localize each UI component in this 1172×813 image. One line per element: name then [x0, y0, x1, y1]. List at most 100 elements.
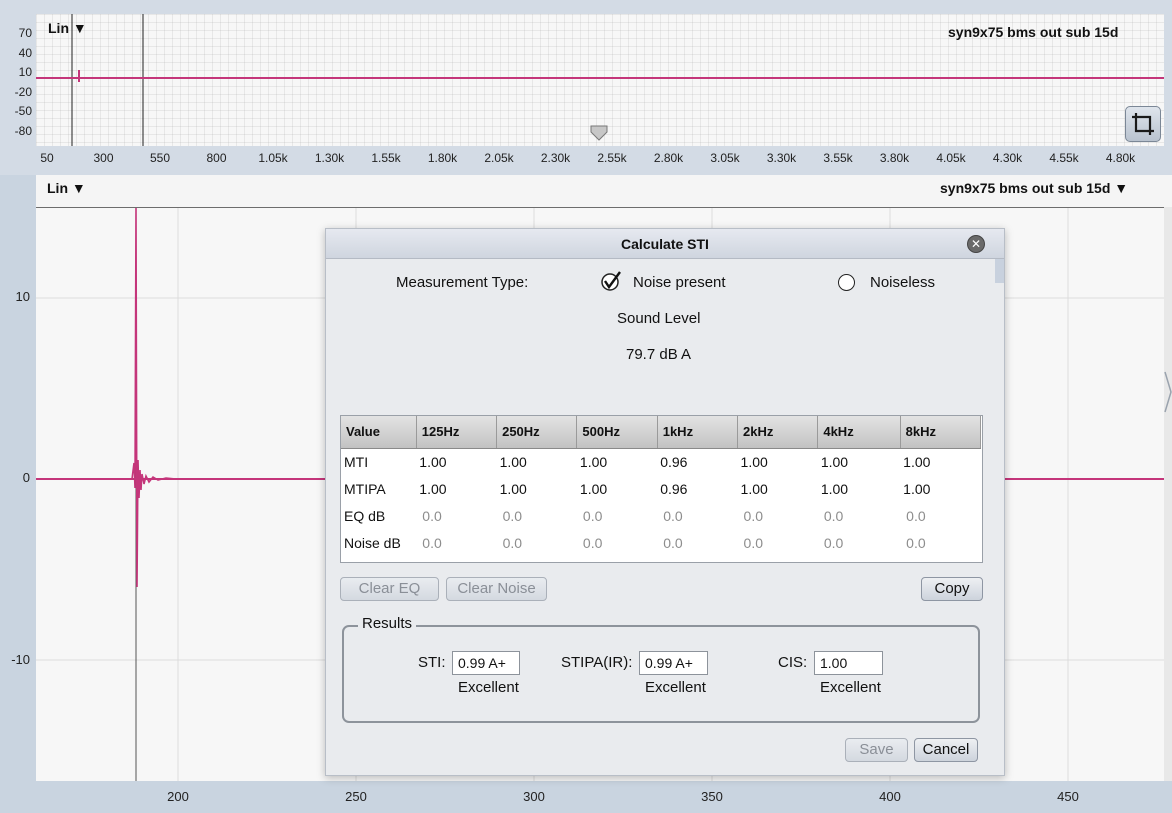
- table-cell[interactable]: 0.0: [502, 534, 523, 551]
- overview-x-tick: 3.05k: [710, 151, 740, 165]
- crop-button[interactable]: [1125, 106, 1161, 142]
- table-cell[interactable]: 0.0: [502, 507, 523, 524]
- cis-label: CIS:: [778, 654, 808, 671]
- table-cell: 1.00: [419, 453, 447, 470]
- main-x-tick: 300: [523, 789, 545, 804]
- overview-slider-handle-icon[interactable]: [589, 124, 609, 142]
- table-header-row: Value 125Hz 250Hz 500Hz 1kHz 2kHz 4kHz 8kHz: [341, 416, 982, 449]
- copy-button[interactable]: Copy: [921, 577, 983, 601]
- table-cell[interactable]: 0.0: [906, 507, 926, 524]
- main-y-tick: 10: [15, 289, 30, 304]
- table-cell[interactable]: 0.0: [743, 507, 763, 524]
- table-cell[interactable]: 0.0: [582, 534, 603, 551]
- chevron-down-icon: ▼: [71, 180, 86, 196]
- dialog-title: Calculate STI: [326, 229, 1004, 259]
- overview-x-tick: 1.30k: [314, 151, 345, 165]
- overview-x-tick: 1.80k: [427, 151, 458, 165]
- dialog-scrollbar[interactable]: [995, 259, 1004, 283]
- overview-y-tick: 40: [18, 46, 32, 60]
- main-x-axis: [0, 781, 1172, 813]
- stipa-rating: Excellent: [645, 679, 706, 696]
- overview-scale-label: Lin: [48, 20, 69, 36]
- chevron-down-icon: ▼: [1114, 180, 1129, 196]
- table-header-band[interactable]: 4kHz: [817, 416, 901, 449]
- table-header-band[interactable]: 500Hz: [576, 416, 658, 449]
- crop-icon: [1132, 113, 1154, 135]
- noiseless-label[interactable]: Noiseless: [870, 274, 936, 291]
- table-cell[interactable]: 0.0: [663, 534, 683, 551]
- noise-present-label[interactable]: Noise present: [633, 274, 726, 291]
- table-header-band[interactable]: 125Hz: [416, 416, 498, 449]
- chevron-down-icon: ▼: [72, 20, 87, 36]
- table-header-band[interactable]: 1kHz: [657, 416, 739, 449]
- table-cell[interactable]: 0.0: [582, 507, 603, 524]
- table-row-label: EQ dB: [344, 507, 386, 524]
- table-cell[interactable]: 0.0: [422, 507, 442, 524]
- overview-plot-area[interactable]: [36, 14, 1164, 146]
- overview-x-tick: 4.80k: [1105, 151, 1136, 165]
- table-cell[interactable]: 0.0: [422, 534, 442, 551]
- table-row-label: MTI: [344, 453, 369, 470]
- overview-trace: [36, 14, 1164, 146]
- overview-y-tick: -50: [14, 104, 32, 118]
- overview-x-tick: 2.55k: [597, 151, 627, 165]
- main-y-tick: 0: [22, 470, 30, 485]
- table-cell[interactable]: 0.0: [906, 534, 926, 551]
- table-cell: 1.00: [740, 480, 768, 497]
- overview-x-tick: 300: [93, 151, 114, 165]
- overview-scale-dropdown[interactable]: Lin ▼: [48, 20, 87, 36]
- table-header-band[interactable]: 2kHz: [737, 416, 819, 449]
- mti-table: Value 125Hz 250Hz 500Hz 1kHz 2kHz 4kHz 8kHz MTI…: [340, 415, 983, 563]
- clear-noise-button[interactable]: Clear Noise: [446, 577, 547, 601]
- overview-x-tick: 1.55k: [371, 151, 401, 165]
- clear-eq-button[interactable]: Clear EQ: [340, 577, 439, 601]
- overview-y-tick: 70: [18, 26, 32, 40]
- table-cell: 1.00: [820, 480, 849, 497]
- main-trace-selector[interactable]: syn9x75 bms out sub 15d ▼: [940, 180, 1128, 196]
- sound-level-label: Sound Level: [617, 310, 701, 327]
- noiseless-radio[interactable]: [838, 274, 855, 291]
- overview-trace-name: syn9x75 bms out sub 15d: [948, 24, 1119, 40]
- main-y-tick: -10: [11, 652, 30, 667]
- table-row: Noise dB 0.0 0.0 0.0 0.0 0.0 0.0 0.0: [341, 529, 981, 556]
- overview-y-tick: 10: [18, 65, 32, 79]
- cis-value-field[interactable]: 1.00: [814, 651, 883, 675]
- results-legend: Results: [358, 615, 417, 632]
- table-row: EQ dB 0.0 0.0 0.0 0.0 0.0 0.0 0.0: [341, 502, 981, 529]
- overview-x-tick: 800: [206, 151, 227, 165]
- sti-value-field[interactable]: 0.99 A+: [452, 651, 520, 675]
- overview-x-tick: 4.30k: [992, 151, 1023, 165]
- save-button[interactable]: Save: [845, 738, 908, 762]
- noise-present-radio[interactable]: [600, 270, 622, 292]
- right-gutter: [1164, 207, 1172, 781]
- table-cell: 1.00: [499, 480, 527, 497]
- overview-x-tick: 3.55k: [823, 151, 853, 165]
- table-cell[interactable]: 0.0: [663, 507, 683, 524]
- table-cell[interactable]: 0.0: [823, 534, 844, 551]
- table-cell: 1.00: [579, 453, 608, 470]
- main-x-tick: 350: [701, 789, 723, 804]
- overview-x-tick: 2.80k: [653, 151, 684, 165]
- overview-x-tick: 3.30k: [766, 151, 797, 165]
- table-header-value[interactable]: Value: [341, 416, 417, 449]
- cancel-button[interactable]: Cancel: [914, 738, 978, 762]
- main-scale-dropdown[interactable]: Lin ▼: [47, 180, 86, 196]
- stipa-value-field[interactable]: 0.99 A+: [639, 651, 708, 675]
- expand-panel-icon[interactable]: [1164, 370, 1172, 414]
- table-header-band[interactable]: 8kHz: [900, 416, 982, 449]
- table-cell[interactable]: 0.0: [743, 534, 763, 551]
- sound-level-value: 79.7 dB A: [626, 346, 692, 363]
- table-cell[interactable]: 0.0: [823, 507, 844, 524]
- table-cell: 1.00: [499, 453, 527, 470]
- table-header-band[interactable]: 250Hz: [496, 416, 578, 449]
- cis-rating: Excellent: [820, 679, 881, 696]
- close-icon[interactable]: ✕: [967, 235, 985, 253]
- main-x-tick: 200: [167, 789, 189, 804]
- overview-x-tick: 4.55k: [1049, 151, 1079, 165]
- results-group: Results STI: 0.99 A+ Excellent STIPA(IR)…: [342, 615, 980, 723]
- table-cell: 1.00: [903, 453, 931, 470]
- table-cell: 1.00: [820, 453, 849, 470]
- overview-y-tick: -20: [14, 85, 32, 99]
- table-row-label: Noise dB: [344, 534, 401, 551]
- main-scale-label: Lin: [47, 180, 68, 196]
